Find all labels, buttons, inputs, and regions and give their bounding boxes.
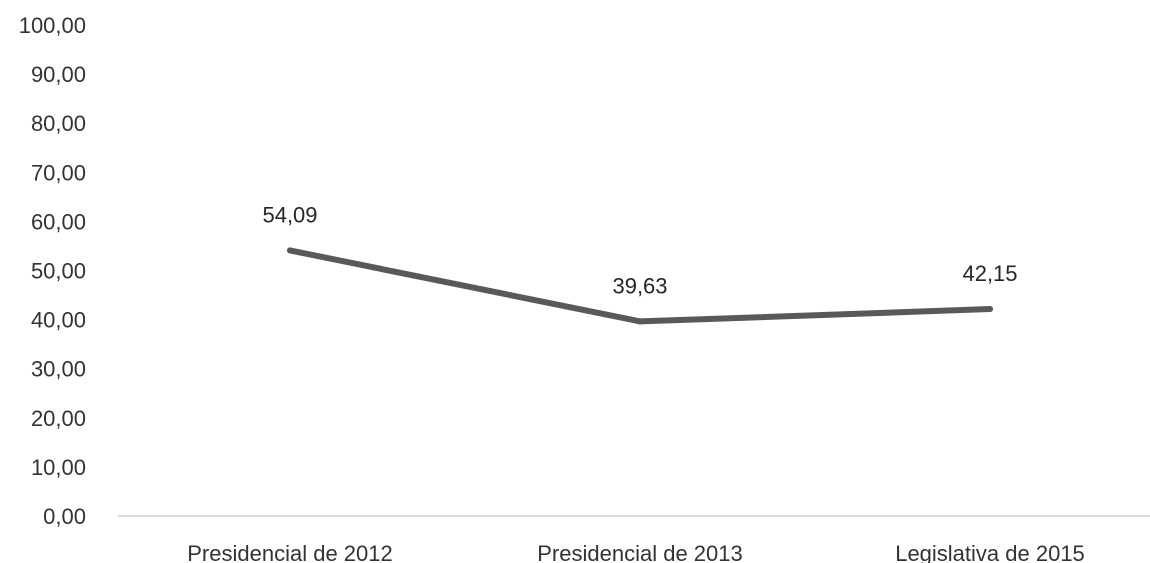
data-point (287, 247, 293, 254)
data-point (637, 318, 643, 325)
series-group (287, 247, 993, 325)
y-tick-label: 50,00 (31, 259, 86, 284)
data-label: 42,15 (962, 261, 1017, 286)
y-tick-label: 20,00 (31, 406, 86, 431)
y-tick-label: 10,00 (31, 455, 86, 480)
x-category-label: Legislativa de 2015 (895, 541, 1085, 563)
y-tick-label: 70,00 (31, 160, 86, 185)
data-labels: 54,09 39,63 42,15 (262, 202, 1017, 298)
data-label: 39,63 (612, 273, 667, 298)
y-tick-label: 40,00 (31, 308, 86, 333)
x-axis-category-labels: Presidencial de 2012 Presidencial de 2013… (187, 541, 1085, 563)
x-category-label: Presidencial de 2012 (187, 541, 392, 563)
y-axis-tick-labels: 0,00 10,00 20,00 30,00 40,00 50,00 60,00 70,00 8… (19, 13, 86, 529)
y-tick-label: 90,00 (31, 62, 86, 87)
data-point (987, 306, 993, 313)
y-tick-label: 60,00 (31, 209, 86, 234)
x-category-label: Presidencial de 2013 (537, 541, 742, 563)
y-tick-label: 30,00 (31, 357, 86, 382)
y-tick-label: 100,00 (19, 13, 86, 38)
y-tick-label: 80,00 (31, 111, 86, 136)
y-tick-label: 0,00 (43, 504, 86, 529)
data-label: 54,09 (262, 202, 317, 227)
